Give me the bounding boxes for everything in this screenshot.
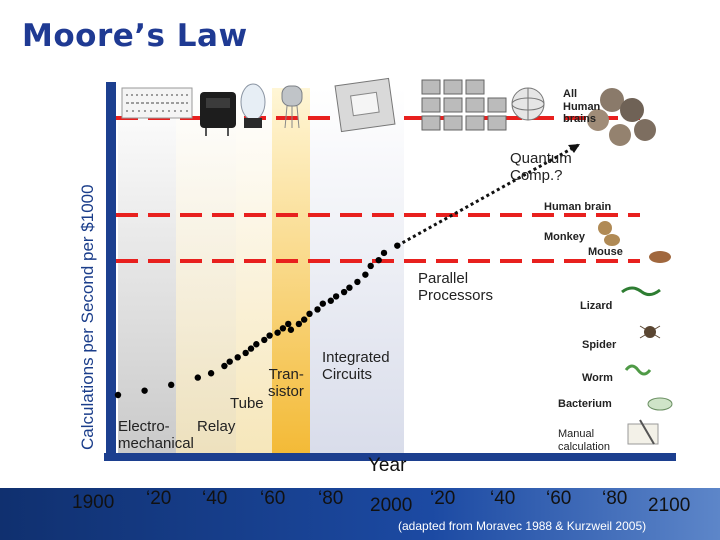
data-point — [306, 310, 313, 317]
label-human-brain: Human brain — [544, 201, 612, 213]
x-tick-label: ‘40 — [490, 488, 516, 509]
data-point — [247, 345, 255, 352]
x-tick-label: 2000 — [370, 495, 413, 516]
data-point — [354, 278, 361, 286]
data-point — [301, 316, 308, 323]
label-worm: Worm — [582, 372, 613, 384]
label-mouse: Mouse — [588, 246, 623, 258]
data-point — [141, 387, 148, 394]
spider-image — [639, 325, 661, 339]
worm-image — [624, 364, 652, 376]
era-label-relay: Relay — [197, 418, 236, 435]
bacterium-image — [647, 397, 673, 411]
data-point — [319, 300, 327, 307]
quantum-sphere-image — [511, 87, 545, 121]
data-point — [168, 381, 175, 389]
x-axis-label: Year — [368, 455, 407, 476]
data-point — [367, 262, 374, 270]
data-point — [346, 284, 353, 291]
footer-bar — [0, 488, 720, 540]
band-relay — [176, 88, 236, 460]
label-lizard: Lizard — [580, 300, 613, 312]
data-point — [279, 325, 287, 332]
data-marks — [114, 142, 581, 399]
x-tick-label: ‘80 — [318, 488, 344, 509]
data-point — [221, 362, 228, 370]
x-tick-label: 1900 — [72, 492, 115, 513]
data-point — [242, 349, 249, 357]
data-point — [207, 370, 215, 377]
label-manual-calculation: Manual calculation — [558, 428, 610, 453]
data-point — [287, 326, 295, 333]
label-all-human-brains: All Human brains — [563, 88, 601, 126]
slide-title: Moore’s Law — [22, 18, 248, 54]
data-point — [114, 391, 122, 399]
data-point — [327, 297, 334, 304]
data-point — [314, 306, 321, 313]
label-monkey: Monkey — [544, 231, 585, 243]
band-tube — [236, 88, 272, 460]
era-label-integrated: Integrated Circuits — [322, 349, 390, 384]
band-integrated — [310, 88, 404, 460]
band-transistor — [272, 88, 310, 460]
era-label-quantum: Quantum Comp.? — [510, 150, 572, 185]
data-point — [362, 271, 369, 278]
monkey-image — [598, 221, 620, 246]
punchcard-image — [121, 87, 193, 119]
parallel-chips-image — [421, 79, 507, 131]
label-bacterium: Bacterium — [558, 398, 612, 410]
x-tick-label: ‘60 — [546, 488, 572, 509]
data-point — [394, 242, 401, 249]
data-point — [375, 256, 382, 264]
data-point — [226, 358, 233, 365]
x-axis-bar — [104, 453, 676, 461]
projection-line — [396, 142, 581, 247]
data-point — [295, 320, 303, 328]
x-tick-label: ‘80 — [602, 488, 628, 509]
x-tick-label: ‘40 — [202, 488, 228, 509]
data-point — [253, 341, 260, 348]
data-point — [274, 329, 281, 336]
human-heads-image — [587, 88, 656, 146]
lizard-image — [621, 286, 661, 297]
era-label-transistor: Tran- sistor — [268, 366, 304, 401]
data-point — [332, 293, 340, 300]
data-point — [194, 374, 201, 381]
hand-writing-image — [627, 419, 659, 445]
data-point — [285, 320, 292, 328]
y-axis-label: Calculations per Second per $1000 — [78, 184, 97, 450]
era-label-tube: Tube — [230, 395, 264, 412]
relay-image — [200, 92, 236, 136]
data-point — [234, 354, 241, 361]
mouse-image — [649, 251, 671, 263]
microprocessor-image — [334, 77, 396, 133]
data-point — [261, 336, 268, 344]
data-point — [380, 249, 388, 257]
data-point — [340, 288, 348, 296]
y-axis-bar — [106, 82, 116, 454]
era-label-electromechanical: Electro- mechanical — [118, 418, 194, 453]
projection-arrowhead — [568, 144, 580, 153]
x-tick-label: ‘20 — [146, 488, 172, 509]
data-point — [266, 332, 273, 339]
label-spider: Spider — [582, 339, 617, 351]
source-note: (adapted from Moravec 1988 & Kurzweil 20… — [398, 519, 647, 533]
era-label-parallel: Parallel Processors — [418, 270, 494, 305]
vacuum-tube-image — [240, 83, 266, 128]
x-tick-label: 2100 — [648, 495, 691, 516]
x-tick-label: ‘20 — [430, 488, 456, 509]
x-tick-label: ‘60 — [260, 488, 286, 509]
transistor-image — [281, 85, 303, 129]
